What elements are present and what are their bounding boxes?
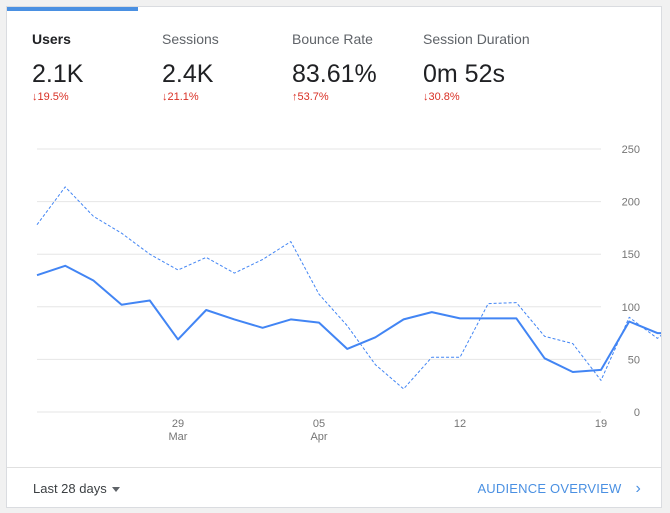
date-range-dropdown[interactable]: Last 28 days: [33, 481, 120, 496]
audience-card: Users 2.1K ↓19.5% Sessions 2.4K ↓21.1% B…: [6, 6, 662, 508]
active-tab-indicator: [7, 7, 138, 11]
y-tick-label: 0: [634, 407, 640, 419]
x-tick-label: 29: [172, 418, 184, 430]
x-tick-month-label: Mar: [169, 431, 188, 443]
metric-label: Users: [32, 31, 71, 47]
y-tick-label: 150: [622, 249, 640, 261]
metric-value: 0m 52s: [423, 60, 505, 88]
metric-tab-sessions[interactable]: Sessions 2.4K ↓21.1%: [162, 31, 219, 104]
chevron-right-icon: ›: [635, 480, 641, 497]
metric-tab-users[interactable]: Users 2.1K ↓19.5%: [32, 31, 83, 104]
metric-label: Session Duration: [423, 31, 530, 47]
y-tick-label: 250: [622, 144, 640, 156]
metric-label: Bounce Rate: [292, 31, 373, 47]
metric-delta: ↑53.7%: [292, 91, 329, 103]
metric-value: 2.1K: [32, 60, 84, 88]
metric-delta: ↓21.1%: [162, 91, 199, 103]
footer-divider: [7, 467, 661, 468]
comparison-series-line: [36, 186, 661, 390]
metric-value: 83.61%: [292, 60, 377, 88]
y-tick-label: 50: [628, 354, 640, 366]
metric-tab-bounce-rate[interactable]: Bounce Rate 83.61% ↑53.7%: [292, 31, 377, 104]
audience-overview-label: AUDIENCE OVERVIEW: [477, 481, 622, 496]
metric-label: Sessions: [162, 31, 219, 47]
arrow-down-icon: ↓: [162, 91, 168, 103]
metric-value: 2.4K: [162, 60, 214, 88]
users-series-line: [36, 264, 661, 373]
y-tick-label: 200: [622, 197, 640, 209]
arrow-up-icon: ↑: [292, 91, 298, 103]
date-range-label: Last 28 days: [33, 481, 107, 496]
metric-delta: ↓19.5%: [32, 91, 69, 103]
y-tick-label: 100: [622, 302, 640, 314]
caret-down-icon: [111, 487, 120, 493]
metric-delta: ↓30.8%: [423, 91, 460, 103]
x-tick-label: 12: [454, 418, 466, 430]
audience-overview-link[interactable]: AUDIENCE OVERVIEW ›: [477, 480, 641, 497]
metric-tab-session-duration[interactable]: Session Duration 0m 52s ↓30.8%: [423, 31, 530, 104]
x-tick-label: 05: [313, 418, 325, 430]
arrow-down-icon: ↓: [423, 91, 429, 103]
x-tick-month-label: Apr: [310, 431, 327, 443]
x-tick-label: 19: [595, 418, 607, 430]
arrow-down-icon: ↓: [32, 91, 38, 103]
